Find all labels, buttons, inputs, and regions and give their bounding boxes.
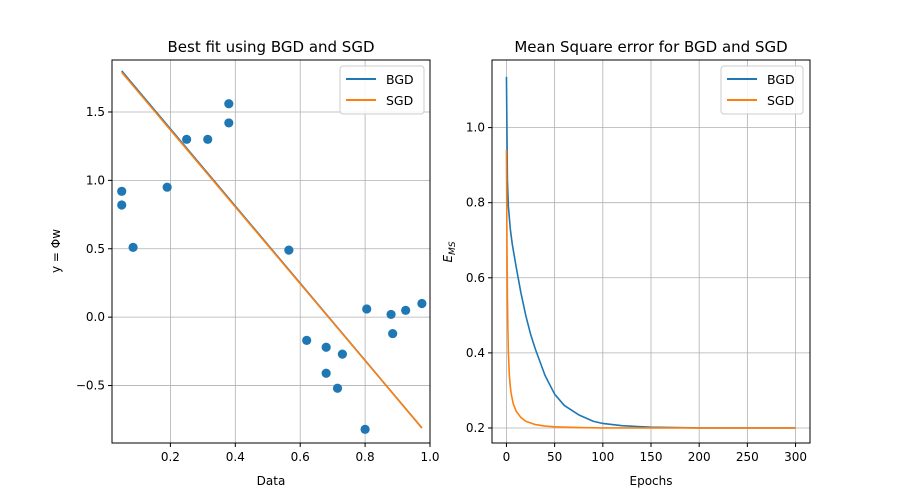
right-chart-ticks: 0 50 100 150 200 250 300 0.2 0.4 0.6 0.8 1.0: [466, 121, 807, 464]
left-ytick-label: −0.5: [76, 379, 105, 393]
right-legend-sgd-label: SGD: [767, 93, 794, 108]
right-ytick-label: 1.0: [466, 121, 485, 135]
right-xtick-label: 50: [547, 450, 562, 464]
right-chart-xlabel: Epochs: [630, 474, 673, 488]
right-xtick-label: 200: [688, 450, 711, 464]
left-legend-bgd-label: BGD: [386, 72, 414, 87]
scatter-point: [302, 335, 312, 346]
scatter-point: [417, 298, 427, 309]
right-legend-bgd-label: BGD: [767, 72, 795, 87]
scatter-point: [182, 134, 192, 144]
left-chart-panel: Best fit using BGD and SGD 0.2 0.4 0.6 0.8 1…: [49, 38, 440, 488]
left-ytick-label: 0.5: [86, 242, 105, 256]
right-chart-ylabel: EMS: [441, 241, 458, 262]
right-chart-title: Mean Square error for BGD and SGD: [514, 38, 787, 56]
left-xtick-label: 0.2: [161, 450, 180, 464]
left-xtick-label: 0.4: [226, 450, 245, 464]
left-ytick-label: 1.5: [86, 105, 105, 119]
right-xtick-label: 100: [591, 450, 614, 464]
scatter-point: [362, 304, 372, 314]
right-xtick-label: 150: [640, 450, 663, 464]
left-series-line-sgd: [121, 71, 423, 429]
left-chart-axes-frame: [111, 59, 431, 444]
scatter-point: [203, 134, 213, 144]
scatter-point: [224, 99, 234, 109]
left-chart-legend: BGD SGD: [339, 65, 425, 115]
left-chart-ylabel: y = Φw: [49, 229, 63, 273]
scatter-point: [360, 424, 370, 434]
scatter-point: [128, 242, 138, 252]
left-chart-xlabel: Data: [257, 474, 286, 488]
scatter-point: [321, 368, 331, 378]
left-xtick-label: 1.0: [420, 450, 439, 464]
scatter-point: [162, 182, 172, 192]
left-ytick-label: 1.0: [86, 173, 105, 187]
scatter-point: [224, 118, 234, 128]
scatter-point: [284, 245, 294, 255]
right-xtick-label: 0: [503, 450, 511, 464]
svg-text:EMS: EMS: [441, 241, 458, 262]
left-chart-title: Best fit using BGD and SGD: [167, 38, 374, 56]
right-chart-panel: Mean Square error for BGD and SGD 0 50 100…: [441, 38, 811, 488]
left-chart-grid: [112, 60, 431, 443]
left-legend-sgd-label: SGD: [386, 93, 413, 108]
scatter-point: [321, 342, 331, 352]
left-ytick-label: 0.0: [86, 310, 105, 324]
right-ytick-label: 0.4: [466, 346, 485, 360]
right-xtick-label: 250: [736, 450, 759, 464]
scatter-point: [117, 186, 127, 196]
scatter-point: [337, 349, 347, 359]
scatter-point: [386, 309, 396, 320]
right-series-line-sgd: [505, 150, 796, 429]
scatter-point: [401, 305, 411, 315]
right-ytick-label: 0.2: [466, 421, 485, 435]
left-chart-series: [117, 70, 427, 434]
right-xtick-label: 300: [784, 450, 807, 464]
right-chart-axes-frame: [491, 59, 811, 444]
left-xtick-label: 0.8: [356, 450, 375, 464]
right-ytick-label: 0.6: [466, 271, 485, 285]
right-chart-series: [505, 76, 796, 429]
scatter-point: [117, 200, 127, 210]
left-xtick-label: 0.6: [291, 450, 310, 464]
scatter-point: [388, 328, 398, 339]
right-ytick-label: 0.8: [466, 196, 485, 210]
left-chart-ticks: 0.2 0.4 0.6 0.8 1.0 −0.5 0.0 0.5 1.0 1.5: [76, 105, 440, 464]
scatter-point: [332, 383, 343, 393]
right-series-line-bgd: [505, 76, 796, 429]
right-chart-legend: BGD SGD: [720, 65, 804, 115]
